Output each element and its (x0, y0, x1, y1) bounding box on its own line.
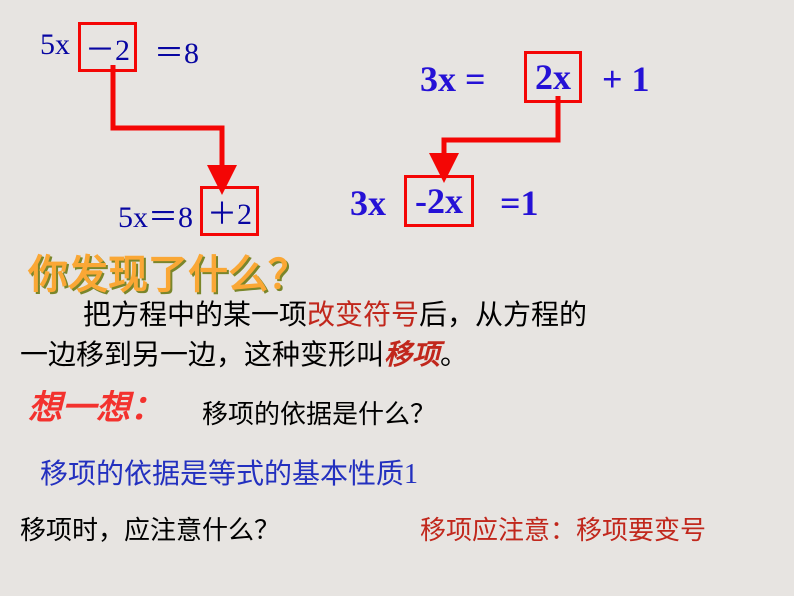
answer-attention: 移项应注意：移项要变号 (420, 510, 706, 547)
eq2r-neg2x: -2x (415, 181, 463, 221)
eq1-5x: 5x (40, 28, 70, 62)
p1a: 把方程中的某一项 (83, 300, 307, 331)
eq2-plus2: ＋2 (207, 198, 252, 231)
answer-basis: 移项的依据是等式的基本性质1 (40, 452, 418, 492)
eq2r-box-neg2x: -2x (404, 175, 474, 227)
eq2r-3x: 3x (350, 182, 386, 224)
eq1r-box-2x: 2x (524, 51, 582, 103)
p1f: 。 (440, 340, 468, 371)
eq1-box-neg2: －2 (78, 22, 137, 72)
definition-paragraph: 把方程中的某一项改变符号后，从方程的 一边移到另一边，这种变形叫移项。 (20, 296, 780, 376)
eq1-eq8: ＝8 (154, 28, 199, 72)
eq1r-plus1: + 1 (602, 58, 650, 100)
p1c: 后，从方程的 (419, 300, 587, 331)
eq1r-2x: 2x (535, 57, 571, 97)
p1d: 一边移到另一边，这种变形叫 (20, 340, 384, 371)
eq1-neg2: －2 (85, 34, 130, 67)
eq2-5x8: 5x＝8 (118, 192, 193, 236)
think-heading: 想一想： (28, 380, 164, 429)
question-attention: 移项时，应注意什么？ (20, 510, 280, 547)
eq1r-3x: 3x = (420, 58, 486, 100)
discover-heading: 你发现了什么？ (28, 242, 308, 300)
eq2-box-plus2: ＋2 (200, 186, 259, 236)
p1b: 改变符号 (307, 300, 419, 331)
eq2r-eq1: =1 (500, 182, 539, 224)
p1e: 移项 (384, 340, 440, 371)
arrow-right (444, 96, 558, 168)
question-basis: 移项的依据是什么？ (202, 394, 436, 431)
arrow-left (113, 65, 222, 180)
